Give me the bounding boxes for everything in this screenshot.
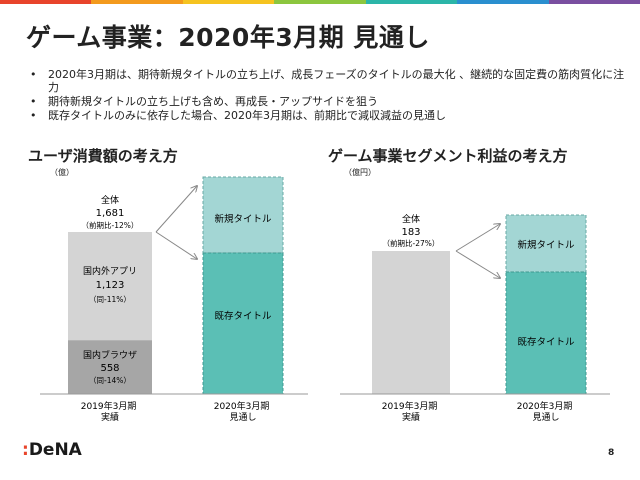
page-title: ゲーム事業：2020年3月期 見通し [26,23,430,52]
bar-2019-total [372,251,450,394]
bullet-list: 2020年3月期は、期待新規タイトルの立ち上げ、成長フェーズのタイトルの最大化 … [30,68,630,123]
right-chart-title: ゲーム事業セグメント利益の考え方 [328,147,568,165]
bar-segment-existing-titles [505,271,587,395]
segment-name-app: 国内外アプリ [83,265,137,277]
top-bar-segment [274,0,366,4]
category-label-2019: 2019年3月期 実績 [81,400,140,423]
top-bar-segment [548,0,640,4]
segment-name-browser: 国内ブラウザ [83,349,137,361]
category-label-line: 2020年3月期 [214,400,270,412]
total-label: 全体 [402,213,420,225]
top-bar-segment [0,0,92,4]
total-note: （前期比-12%） [82,220,139,230]
bullet-item: 2020年3月期は、期待新規タイトルの立ち上げ、成長フェーズのタイトルの最大化 … [30,68,630,94]
left-chart-title: ユーザ消費額の考え方 [28,147,178,165]
top-bar-segment [182,0,275,4]
left-chart-unit: （億） [50,168,74,177]
arrow-to-new [155,186,197,233]
existing-titles-label: 既存タイトル [214,310,272,322]
new-titles-label: 新規タイトル [517,239,575,251]
category-label-line: 2019年3月期 [81,400,137,412]
arrow-to-existing [455,250,500,278]
page-number: 8 [608,448,615,458]
new-titles-label: 新規タイトル [214,213,272,225]
total-label: 全体 [101,194,119,206]
category-label-line: 実績 [402,411,420,423]
bullet-item: 既存タイトルのみに依存した場合、2020年3月期は、前期比で減収減益の見通し [30,109,630,122]
total-value: 183 [401,227,420,238]
logo-text: DeNA [28,440,82,460]
bullet-item: 期待新規タイトルの立ち上げも含め、再成長・アップサイドを狙う [30,95,630,108]
arrow-to-new [455,224,500,252]
category-label-line: 2020年3月期 [517,400,573,412]
segment-value-browser: 558 [100,363,119,374]
category-label-2020: 2020年3月期 見通し [214,400,273,423]
top-color-bar [0,0,640,4]
top-bar-segment [365,0,458,4]
category-label-line: 見通し [532,412,559,423]
logo-prefix: : [22,440,29,460]
arrow-to-existing [155,231,197,259]
bar-segment-new-titles [202,176,284,254]
top-bar-segment [457,0,549,4]
category-label-2020: 2020年3月期 見通し [517,400,576,423]
left-chart: 全体 1,681 （前期比-12%） 国内外アプリ 1,123 （同-11%） … [40,176,308,423]
bar-segment-domestic-overseas-app [68,232,152,341]
segment-value-app: 1,123 [96,280,125,291]
total-note: （前期比-27%） [383,238,440,248]
segment-note-app: （同-11%） [89,295,131,304]
bar-segment-domestic-browser [68,340,152,394]
top-bar-segment [91,0,183,4]
category-label-line: 見通し [229,412,256,423]
existing-titles-label: 既存タイトル [517,336,575,348]
right-chart: 全体 183 （前期比-27%） 新規タイトル 既存タイトル 2019年3月期 … [340,213,610,423]
segment-note-browser: （同-14%） [89,376,131,385]
bar-segment-existing-titles [202,252,284,395]
right-chart-unit: （億円） [344,168,376,177]
category-label-line: 実績 [101,411,119,423]
dena-logo: :DeNA [22,440,82,460]
total-value: 1,681 [96,208,125,219]
category-label-2019: 2019年3月期 実績 [382,400,441,423]
category-label-line: 2019年3月期 [382,400,438,412]
